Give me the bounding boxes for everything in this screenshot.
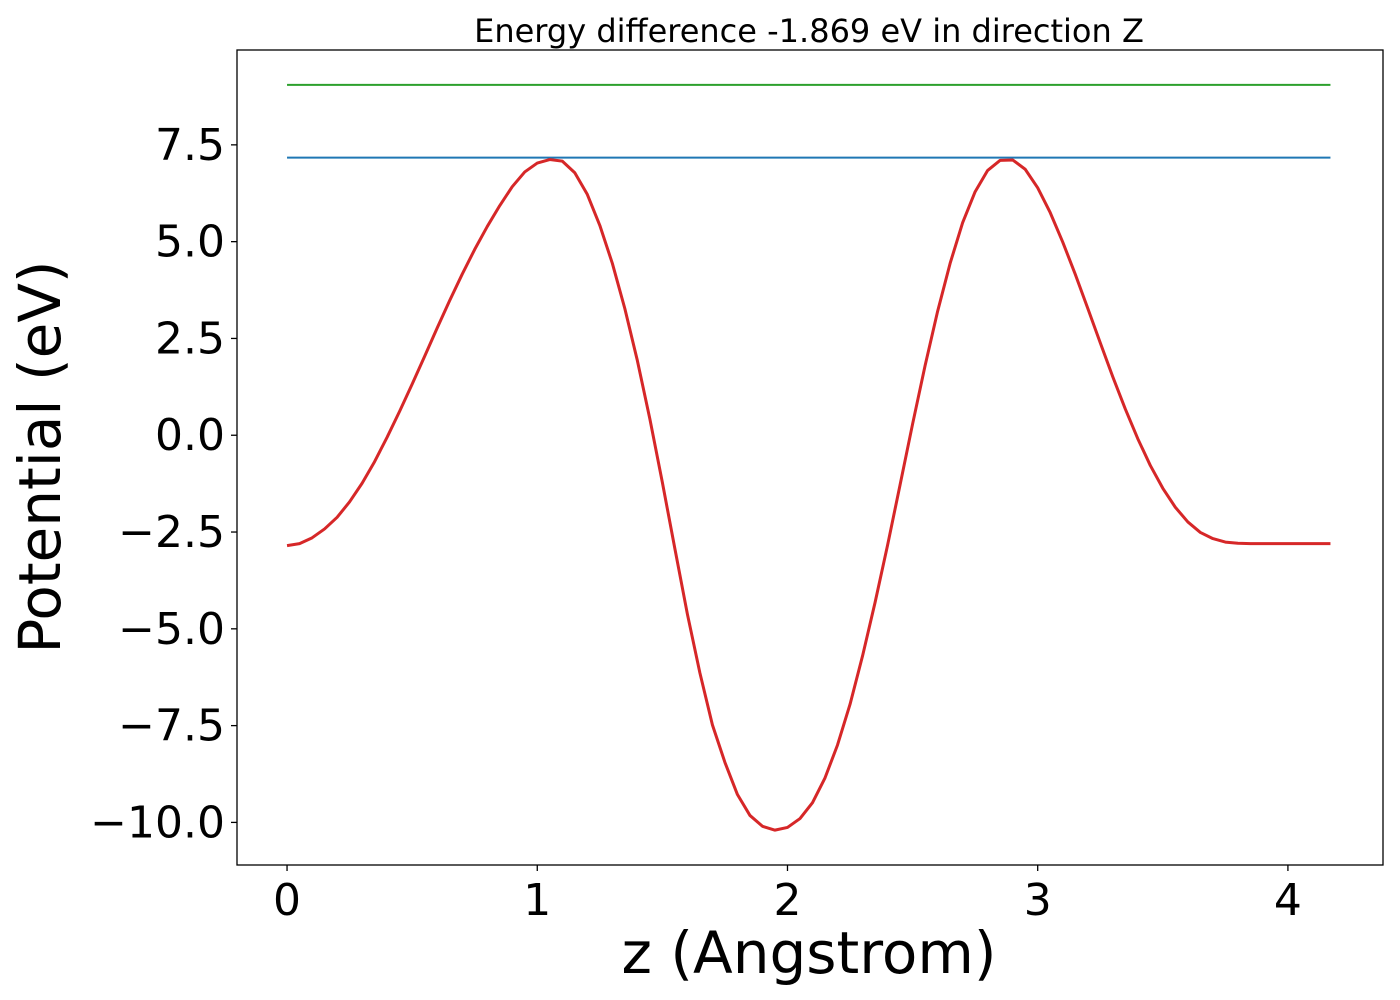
x-axis-ticks: 0 1 2 3 4 [273,865,1302,926]
x-axis-label: z (Angstrom) [622,919,997,987]
y-axis-ticks: 7.5 5.0 2.5 0.0 −2.5 −5.0 −7.5 −10.0 [90,120,237,848]
x-tick-label: 0 [273,875,301,926]
y-tick-label: −10.0 [90,797,225,848]
y-tick-label: 5.0 [155,217,225,268]
x-tick-label: 1 [523,875,551,926]
series-line-3 [286,158,1331,832]
plot-frame [236,49,1384,866]
series-layer [286,83,1331,832]
x-tick-label: 4 [1274,875,1302,926]
y-tick-label: −2.5 [118,507,225,558]
y-tick-label: 0.0 [155,410,225,461]
y-tick-label: 7.5 [155,120,225,171]
y-tick-label: −5.0 [118,604,225,655]
x-tick-label: 3 [1024,875,1052,926]
y-tick-label: −7.5 [118,701,225,752]
x-tick-label: 2 [773,875,801,926]
y-tick-label: 2.5 [155,313,225,364]
chart-title: Energy difference -1.869 eV in direction… [474,12,1144,50]
y-axis-label: Potential (eV) [6,260,74,653]
